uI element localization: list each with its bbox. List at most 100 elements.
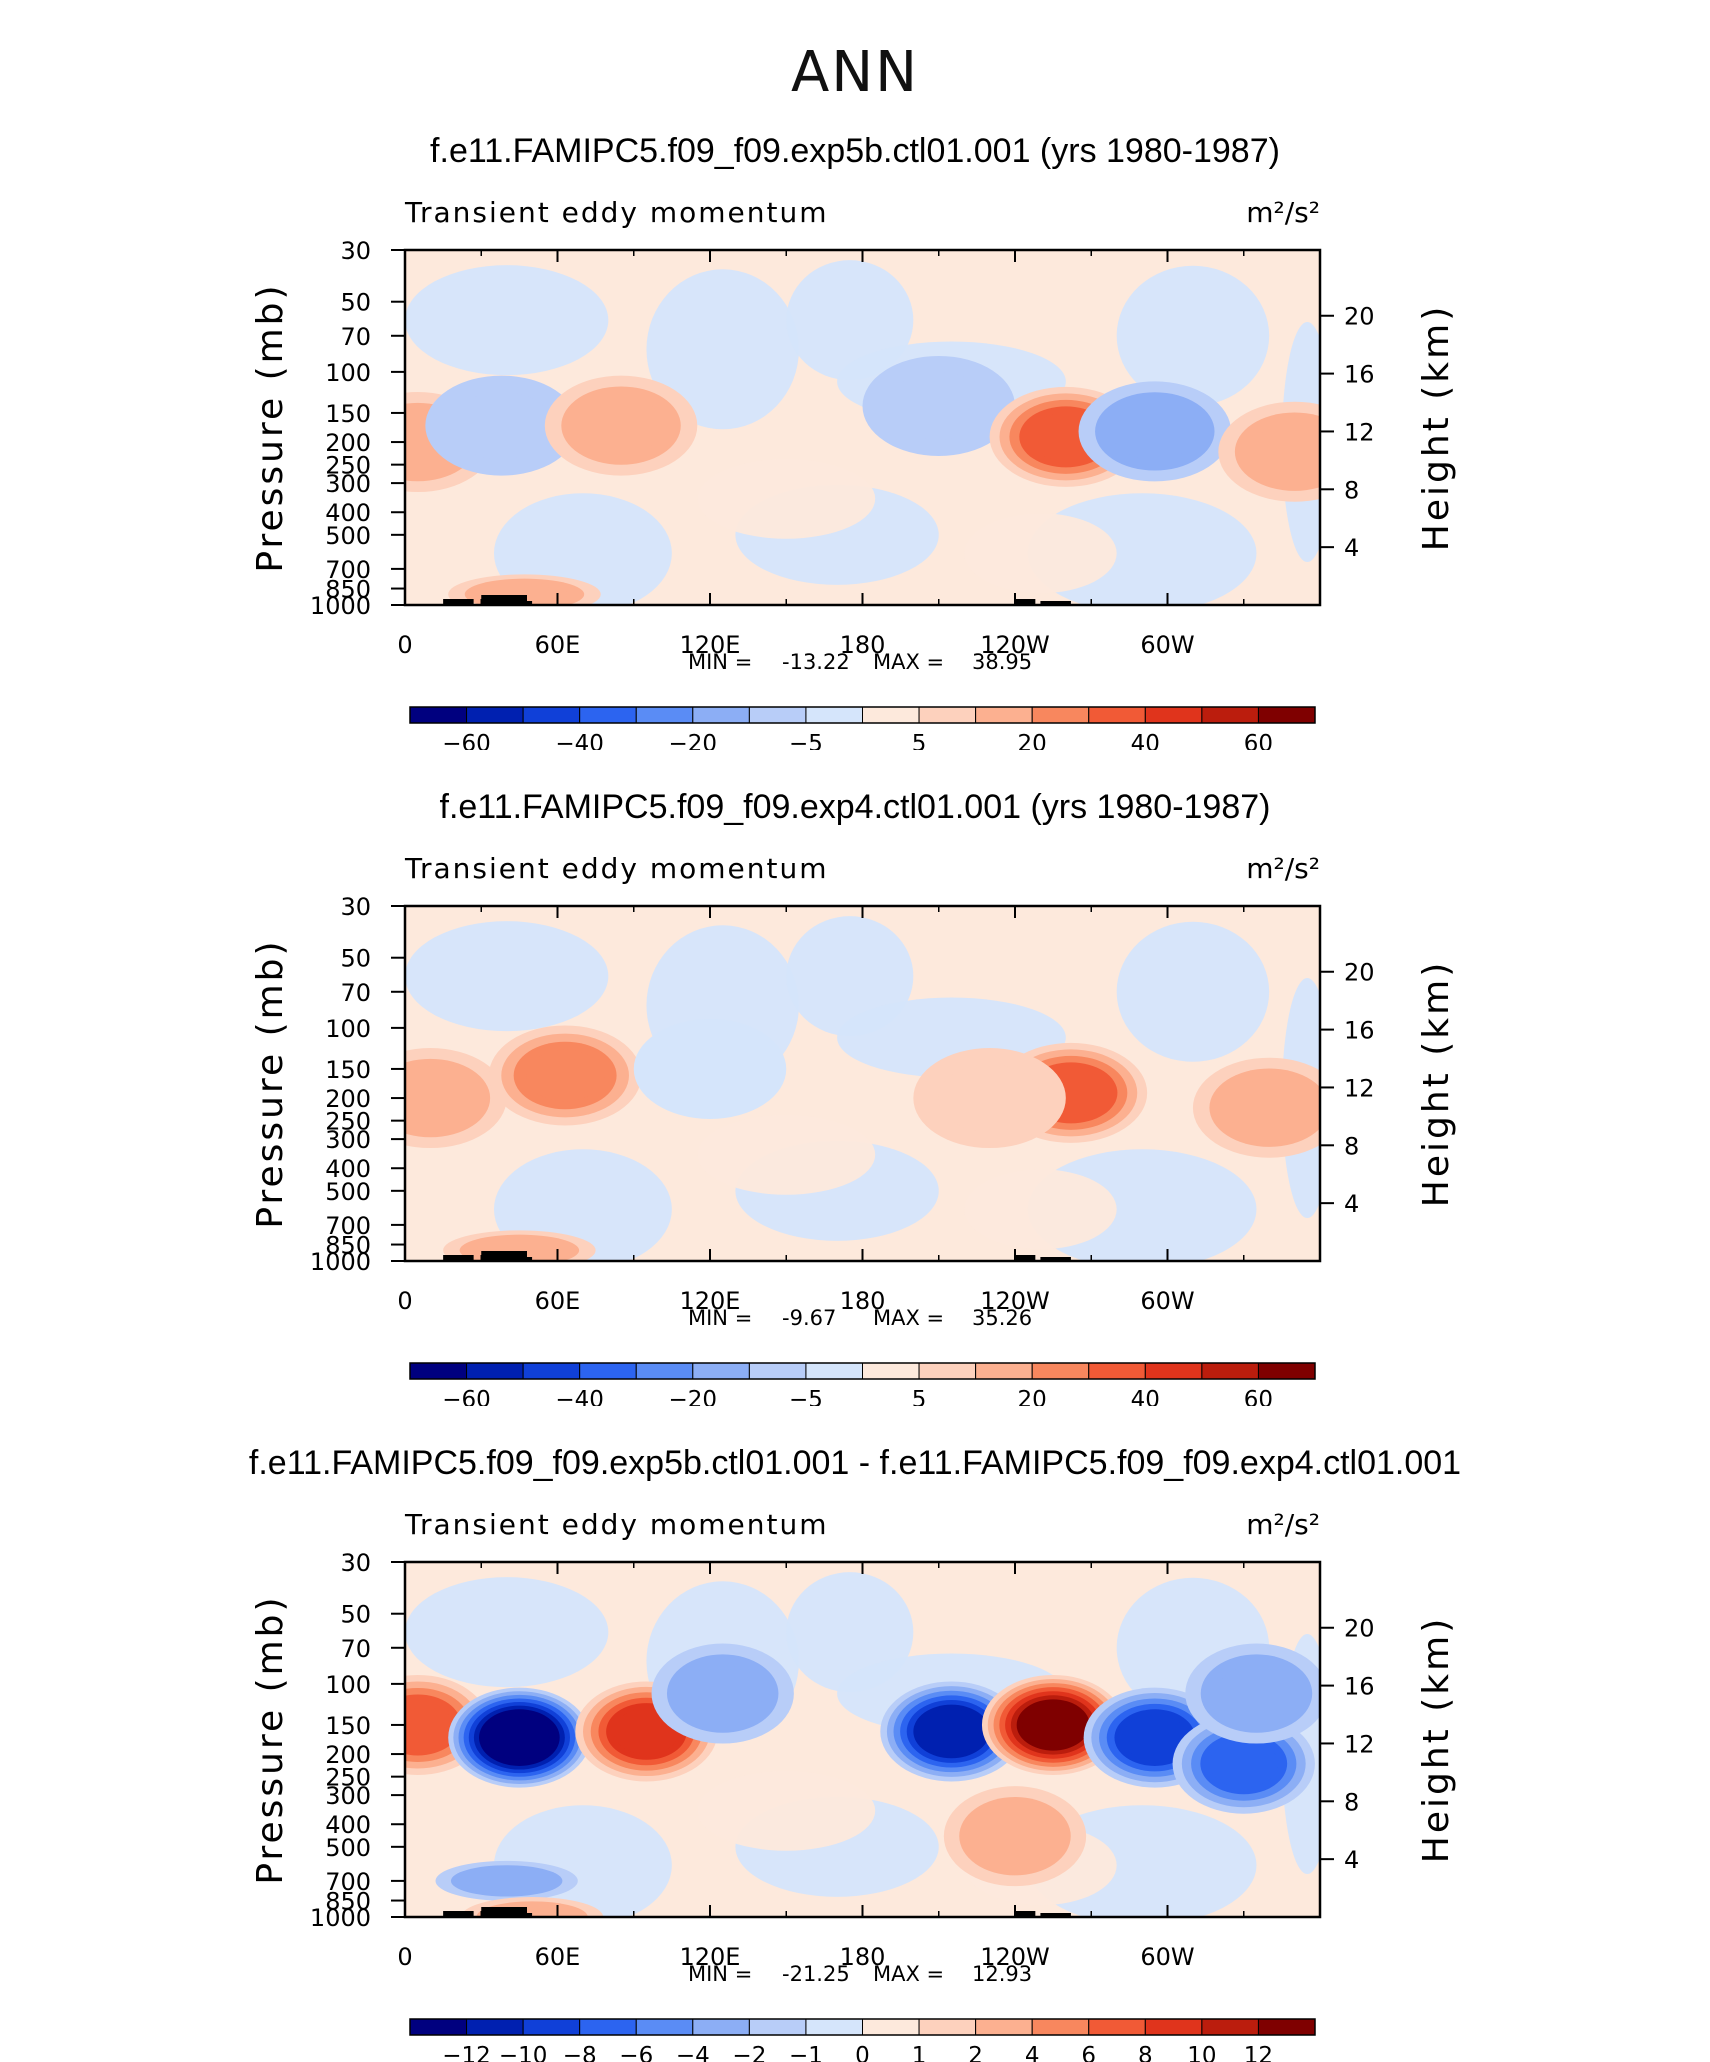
colorbar-segment xyxy=(579,2018,637,2036)
y-tick-label: 250 xyxy=(325,1108,371,1136)
plot-subtitle: Transient eddy momentum xyxy=(404,1508,829,1541)
y-tick-label: 50 xyxy=(340,945,371,973)
colorbar-label: 20 xyxy=(1018,731,1047,750)
colorbar-segment xyxy=(1257,1362,1316,1380)
colorbar-label: −40 xyxy=(555,1387,604,1406)
y-tick-label: 850 xyxy=(325,1888,371,1916)
min-value: -21.25 xyxy=(782,1962,850,1986)
colorbar-segment xyxy=(522,1362,581,1380)
colorbar-segment xyxy=(409,706,468,724)
panel-title: f.e11.FAMIPC5.f09_f09.exp5b.ctl01.001 - … xyxy=(248,1444,1462,1482)
colorbar-label: 20 xyxy=(1018,1387,1047,1406)
contour-feature xyxy=(1022,1703,1084,1747)
background-patch xyxy=(405,1577,609,1688)
colorbar-segment xyxy=(748,2018,807,2036)
y-right-tick-label: 12 xyxy=(1344,1074,1375,1102)
y-tick-label: 100 xyxy=(325,359,371,387)
colorbar-label: 1 xyxy=(912,2043,927,2062)
y-tick-label: 30 xyxy=(340,1549,371,1577)
contour-feature xyxy=(1111,403,1198,460)
x-tick-label: 0 xyxy=(397,1287,412,1315)
x-tick-label: 120W xyxy=(980,1287,1050,1315)
x-tick-label: 120W xyxy=(980,631,1050,659)
y-tick-label: 850 xyxy=(325,576,371,604)
y-right-tick-label: 16 xyxy=(1344,1017,1375,1045)
colorbar-label: −60 xyxy=(442,731,491,750)
colorbar-label: −5 xyxy=(789,1387,823,1406)
y-tick-label: 150 xyxy=(325,1056,371,1084)
contour-feature xyxy=(682,1665,764,1722)
colorbar-segment xyxy=(522,706,581,724)
y-right-axis-label: Height (km) xyxy=(1416,1616,1457,1863)
y-tick-label: 200 xyxy=(325,1741,371,1769)
colorbar-label: 40 xyxy=(1131,731,1160,750)
colorbar-segment xyxy=(522,2018,581,2036)
colorbar-segment xyxy=(635,2018,694,2036)
y-right-tick-label: 20 xyxy=(1344,959,1375,987)
topography xyxy=(443,1911,474,1917)
colorbar-segment xyxy=(805,706,863,724)
y-tick-label: 500 xyxy=(325,1834,371,1862)
colorbar-label: 2 xyxy=(968,2043,983,2062)
contour-feature xyxy=(1251,423,1320,481)
y-tick-label: 50 xyxy=(340,1601,371,1629)
y-tick-label: 1000 xyxy=(310,1904,371,1932)
colorbar-segment xyxy=(1031,1362,1090,1380)
colorbar-segment xyxy=(579,1362,637,1380)
y-axis-label: Pressure (mb) xyxy=(250,938,291,1228)
panel-bottom: f.e11.FAMIPC5.f09_f09.exp5b.ctl01.001 - … xyxy=(0,1412,1710,2062)
colorbar-segment xyxy=(409,1362,468,1380)
y-tick-label: 700 xyxy=(325,556,371,584)
contour-feature xyxy=(887,372,991,440)
y-right-tick-label: 8 xyxy=(1344,1132,1359,1160)
colorbar-label: 5 xyxy=(912,731,927,750)
colorbar-segment xyxy=(805,2018,863,2036)
x-tick-label: 60W xyxy=(1140,1943,1194,1971)
topography xyxy=(506,1257,533,1261)
topography xyxy=(506,1913,533,1917)
x-tick-label: 180 xyxy=(840,631,886,659)
x-tick-label: 0 xyxy=(397,1943,412,1971)
colorbar-segment xyxy=(1088,1362,1146,1380)
contour-feature xyxy=(526,1049,605,1102)
colorbar-segment xyxy=(862,1362,920,1380)
topography xyxy=(1015,599,1036,605)
colorbar-label: 12 xyxy=(1244,2043,1273,2062)
colorbar-segment xyxy=(466,2018,524,2036)
max-value: 35.26 xyxy=(972,1306,1032,1330)
background-patch xyxy=(697,1114,876,1195)
y-right-tick-label: 4 xyxy=(1344,534,1359,562)
colorbar-segment xyxy=(1201,2018,1259,2036)
background-patch xyxy=(646,269,799,430)
y-tick-label: 100 xyxy=(325,1671,371,1699)
y-tick-label: 250 xyxy=(325,1764,371,1792)
y-tick-label: 150 xyxy=(325,1712,371,1740)
colorbar-segment xyxy=(862,2018,920,2036)
topography xyxy=(506,601,533,605)
topography xyxy=(1040,1913,1071,1917)
y-tick-label: 700 xyxy=(325,1212,371,1240)
x-tick-label: 120E xyxy=(680,1943,741,1971)
colorbar-frame xyxy=(409,706,1316,724)
y-tick-label: 200 xyxy=(325,1085,371,1113)
colorbar-segment xyxy=(918,1362,977,1380)
y-tick-label: 300 xyxy=(325,470,371,498)
y-tick-label: 70 xyxy=(340,323,371,351)
background-patch xyxy=(405,921,609,1032)
panel-plot-1: 0 60E 120E 180 120W 60W3050701001502002503004… xyxy=(250,852,1457,1406)
y-tick-label: 500 xyxy=(325,1178,371,1206)
panel-middle: f.e11.FAMIPC5.f09_f09.exp4.ctl01.001 (yr… xyxy=(0,756,1710,1406)
colorbar-segment xyxy=(862,706,920,724)
y-tick-label: 400 xyxy=(325,499,371,527)
y-right-tick-label: 8 xyxy=(1344,476,1359,504)
contour-feature xyxy=(1209,1739,1278,1788)
colorbar-segment xyxy=(1031,2018,1090,2036)
colorbar-segment xyxy=(805,1362,863,1380)
panel-top: f.e11.FAMIPC5.f09_f09.exp5b.ctl01.001 (y… xyxy=(0,100,1710,750)
colorbar-segment xyxy=(409,2018,468,2036)
topography xyxy=(443,1255,474,1261)
y-tick-label: 30 xyxy=(340,893,371,921)
y-axis-label: Pressure (mb) xyxy=(250,282,291,572)
y-right-axis-label: Height (km) xyxy=(1416,960,1457,1207)
